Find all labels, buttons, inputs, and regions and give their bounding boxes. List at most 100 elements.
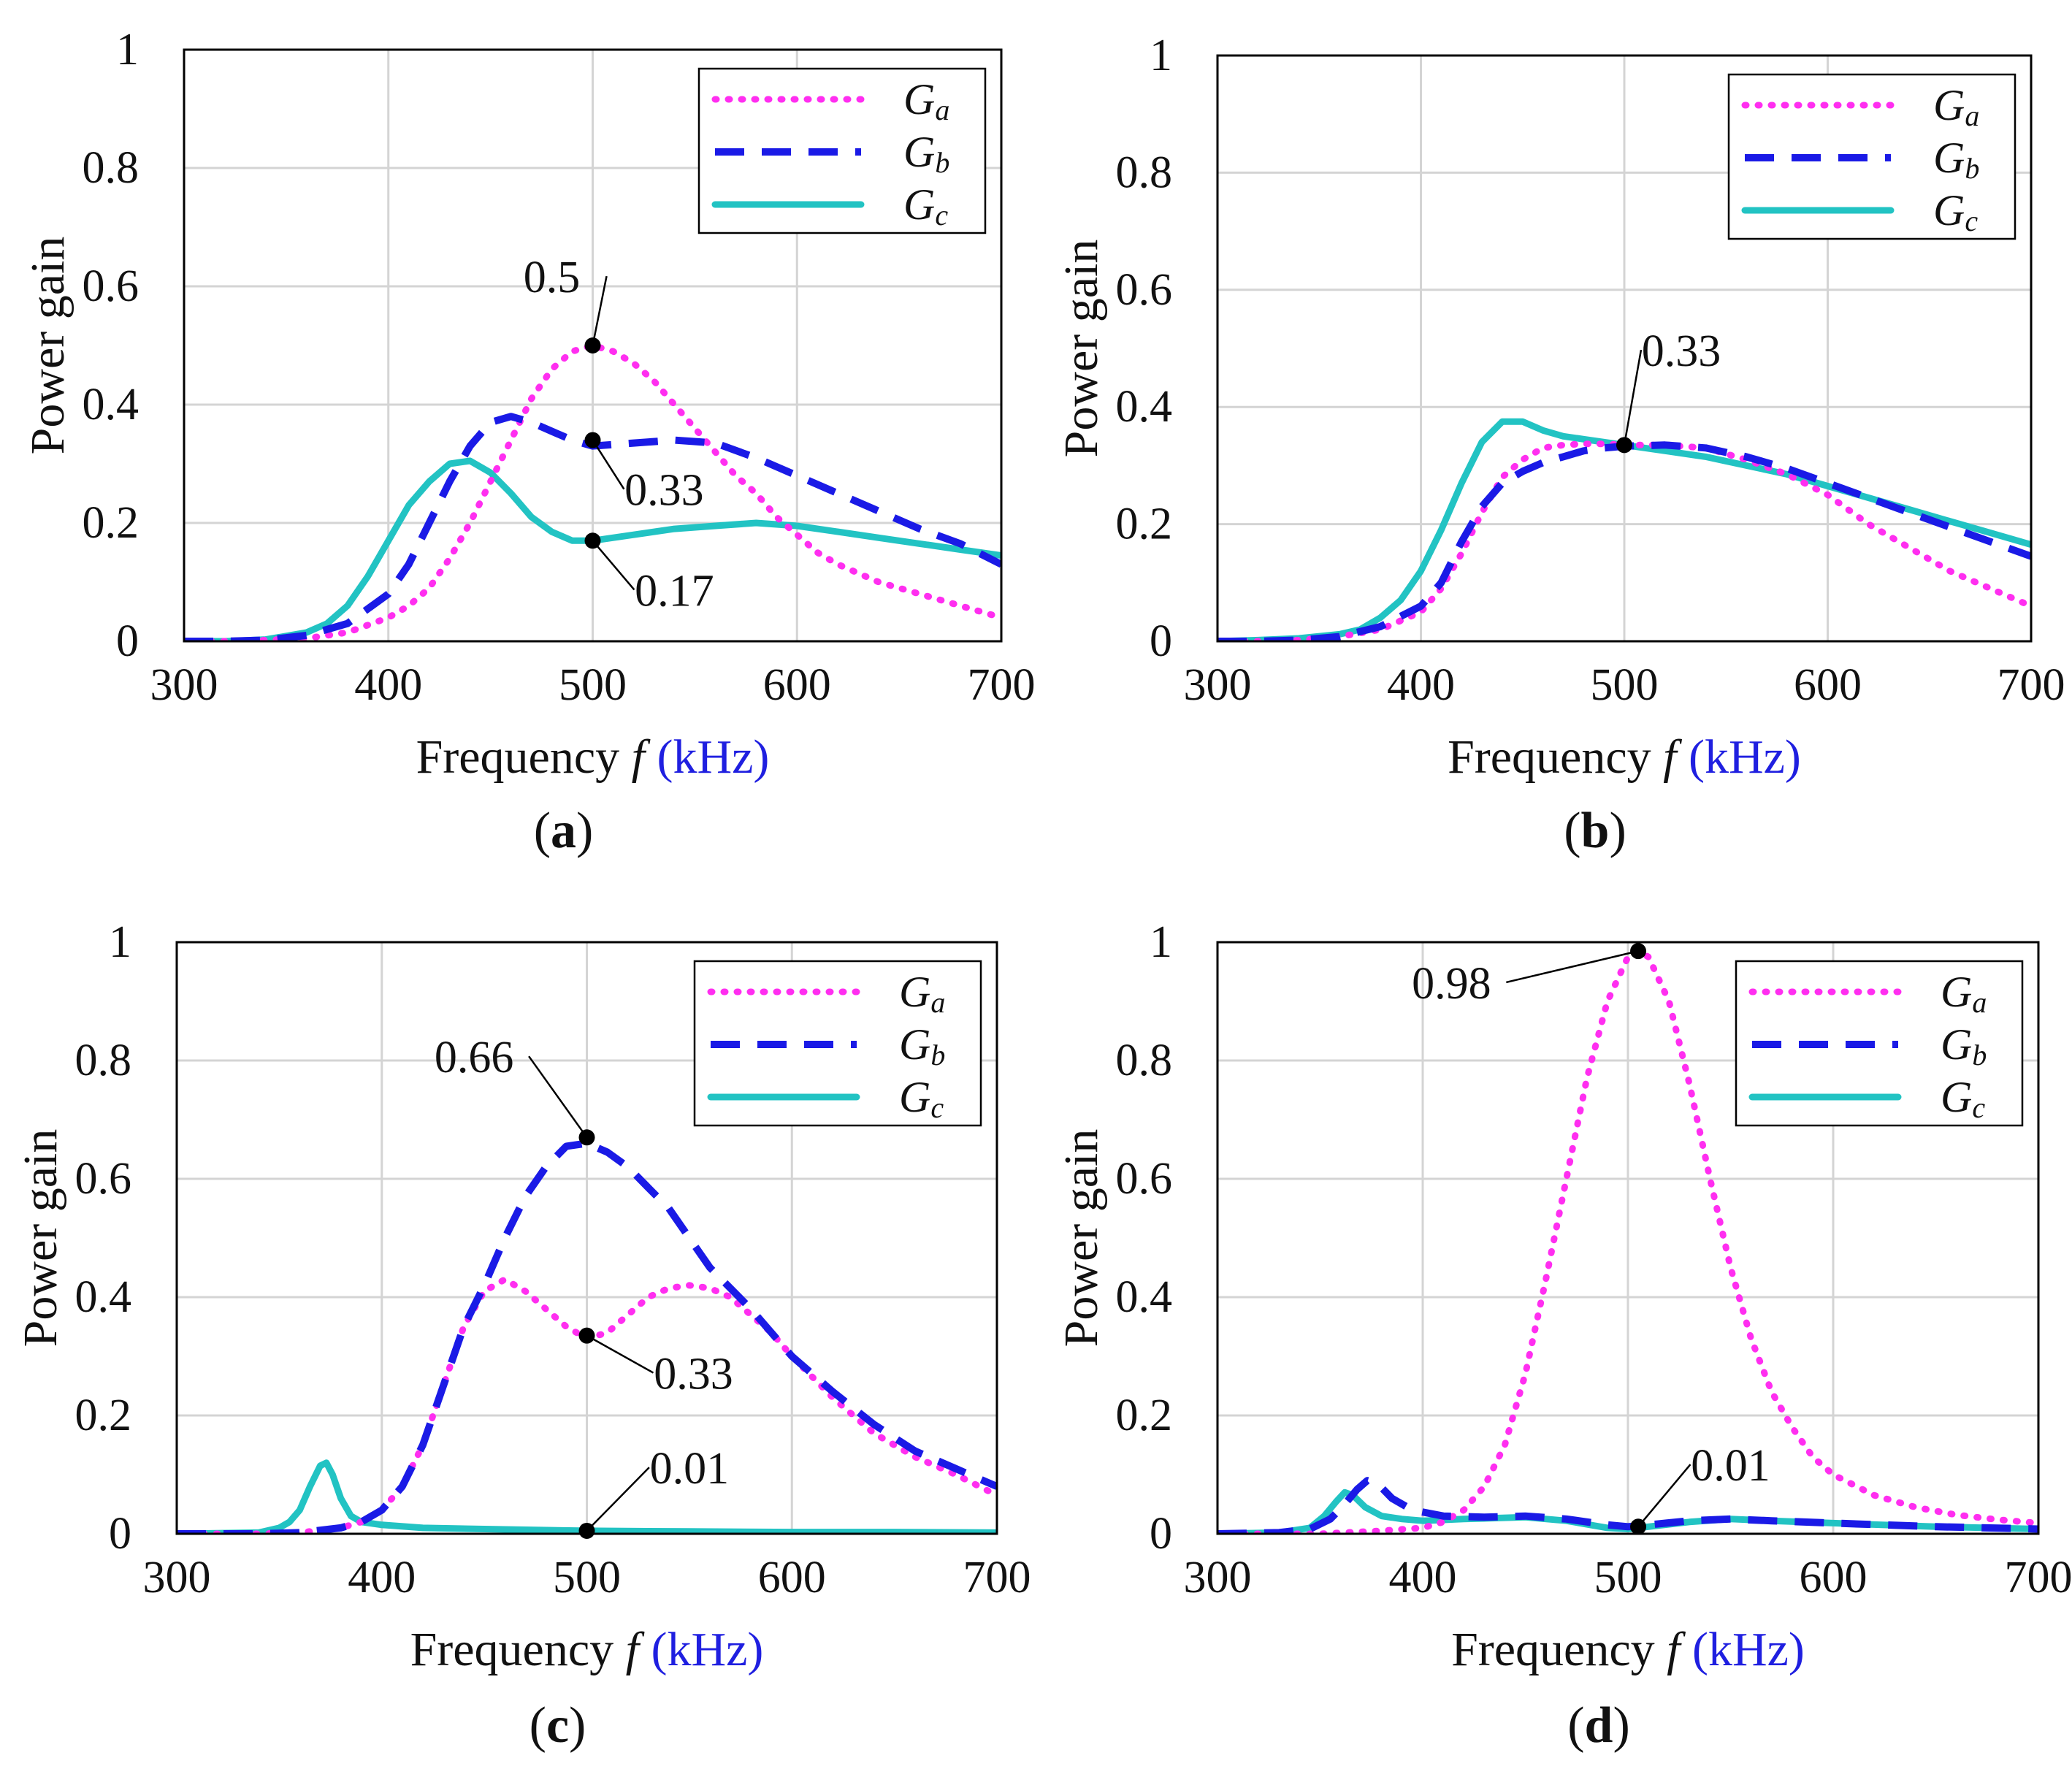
panel-label-letter: c	[546, 1697, 569, 1754]
annotation-label: 0.01	[650, 1444, 730, 1494]
annotation: 0.17	[584, 532, 714, 616]
legend-label-sub: b	[935, 146, 949, 179]
annotation: 0.66	[435, 1033, 595, 1146]
annotation-marker	[578, 1327, 595, 1344]
y-tick-label: 0.4	[1116, 382, 1173, 432]
legend-label-sub: c	[930, 1091, 944, 1124]
panel-label-letter: b	[1581, 803, 1610, 859]
y-axis-label: Power gain	[21, 237, 74, 455]
y-tick-label: 0.8	[1116, 1036, 1173, 1085]
chart-panel-d: 300 400 500 600 700 0 0.2 0.4 0.6 0.8 1 Frequency f…	[1055, 917, 2072, 1754]
y-tick-label: 1	[109, 917, 131, 967]
series-line-Ga	[184, 342, 1001, 641]
panel-label-letter: a	[551, 803, 576, 859]
panel-label: (c)	[530, 1697, 586, 1754]
legend-label-Ga: Ga	[903, 75, 949, 126]
series-line-Gb	[1217, 441, 2031, 641]
legend-label-Ga: Ga	[1941, 968, 1987, 1019]
legend-label-sub: a	[930, 986, 945, 1019]
annotation-label: 0.33	[624, 466, 704, 516]
annotation: 0.01	[578, 1444, 730, 1539]
y-tick-label: 0.6	[75, 1154, 132, 1204]
annotation: 0.98	[1412, 943, 1647, 1009]
y-tick-label: 0.6	[1116, 1154, 1173, 1204]
series-line-Gb	[1217, 1477, 2038, 1534]
y-tick-label: 1	[1150, 31, 1172, 80]
annotation-leader-line	[586, 1467, 650, 1532]
y-tick-label: 0.8	[75, 1036, 132, 1085]
annotation-marker	[578, 1522, 595, 1539]
y-tick-label: 0	[116, 616, 139, 666]
legend-label-Gb: Gb	[1933, 134, 1979, 185]
legend-label-base: G	[899, 1073, 930, 1121]
x-axis-label-text: Frequency	[1451, 1623, 1667, 1676]
series-line-Gb	[184, 413, 1001, 641]
legend-label-base: G	[1941, 1020, 1972, 1069]
y-tick-label: 1	[1150, 917, 1172, 967]
y-tick-label: 0.6	[1116, 265, 1173, 315]
annotation-label: 0.33	[654, 1350, 733, 1399]
annotation-leader-line	[528, 1055, 588, 1139]
y-tick-label: 0	[1150, 616, 1172, 666]
x-tick-label: 300	[1184, 1553, 1252, 1602]
y-tick-label: 0.4	[83, 380, 139, 429]
x-tick-label: 700	[1998, 660, 2065, 710]
x-tick-label: 700	[968, 660, 1036, 710]
legend-label-Gc: Gc	[1941, 1073, 1985, 1124]
x-tick-label: 400	[354, 660, 422, 710]
x-axis-label: Frequency f (kHz)	[1448, 730, 1801, 784]
x-axis-label-unit: (kHz)	[1692, 1623, 1805, 1676]
legend-label-Gb: Gb	[1941, 1020, 1987, 1071]
annotation: 0.5	[524, 253, 608, 354]
legend-label-Gc: Gc	[1933, 186, 1978, 237]
legend-label-Gb: Gb	[903, 128, 949, 179]
y-axis-label: Power gain	[14, 1129, 67, 1348]
y-tick-label: 0.2	[1116, 500, 1173, 549]
legend-label-base: G	[1933, 186, 1965, 234]
x-axis-label-unit: (kHz)	[1689, 730, 1801, 784]
legend-label-sub: b	[1972, 1039, 1987, 1071]
annotation-leader-line	[592, 439, 625, 490]
chart-panel-a: 300 400 500 600 700 0 0.2 0.4 0.6 0.8 1 Frequency f…	[21, 25, 1036, 859]
chart-panel-c: 300 400 500 600 700 0 0.2 0.4 0.6 0.8 1 Frequency f…	[14, 917, 1031, 1754]
plot-frame	[183, 48, 1003, 643]
panel-label-open: (	[1567, 1697, 1584, 1754]
x-axis-label: Frequency f (kHz)	[410, 1623, 764, 1676]
legend-label-Gc: Gc	[903, 180, 948, 232]
panel-label: (b)	[1564, 803, 1626, 859]
annotation-label: 0.17	[635, 566, 714, 616]
legend-label-base: G	[1941, 968, 1972, 1016]
annotation-marker	[1616, 437, 1632, 454]
chart-panel-b: 300 400 500 600 700 0 0.2 0.4 0.6 0.8 1 Frequency f…	[1055, 31, 2065, 859]
panel-label-close: )	[1613, 1697, 1629, 1754]
plot-frame	[1216, 941, 2040, 1535]
annotation-marker	[1630, 1518, 1647, 1535]
panel-label: (a)	[534, 803, 594, 859]
y-tick-label: 0	[109, 1509, 131, 1559]
legend-label-sub: a	[935, 93, 949, 126]
panel-label-open: (	[530, 1697, 546, 1754]
x-tick-label: 300	[143, 1553, 211, 1602]
x-tick-label: 600	[763, 660, 831, 710]
panel-label: (d)	[1567, 1697, 1630, 1754]
annotation: 0.33	[578, 1327, 733, 1399]
x-tick-label: 500	[1594, 1553, 1662, 1602]
x-axis-label-text: Frequency	[1448, 730, 1663, 784]
legend-label-Ga: Ga	[899, 968, 945, 1019]
annotation-marker	[578, 1129, 595, 1146]
legend-label-Ga: Ga	[1933, 81, 1979, 132]
x-tick-label: 600	[1800, 1553, 1868, 1602]
y-tick-label: 0.2	[1116, 1391, 1173, 1440]
y-tick-label: 1	[116, 25, 139, 74]
y-tick-label: 0.2	[75, 1391, 132, 1440]
x-tick-label: 400	[1387, 660, 1455, 710]
x-tick-label: 400	[1389, 1553, 1457, 1602]
annotation-label: 0.01	[1691, 1441, 1770, 1491]
legend-label-base: G	[903, 180, 935, 229]
y-tick-label: 0.4	[75, 1272, 132, 1322]
x-axis-label-symbol: f	[1663, 730, 1689, 784]
annotation-marker	[584, 337, 601, 354]
annotation-marker	[584, 432, 601, 448]
